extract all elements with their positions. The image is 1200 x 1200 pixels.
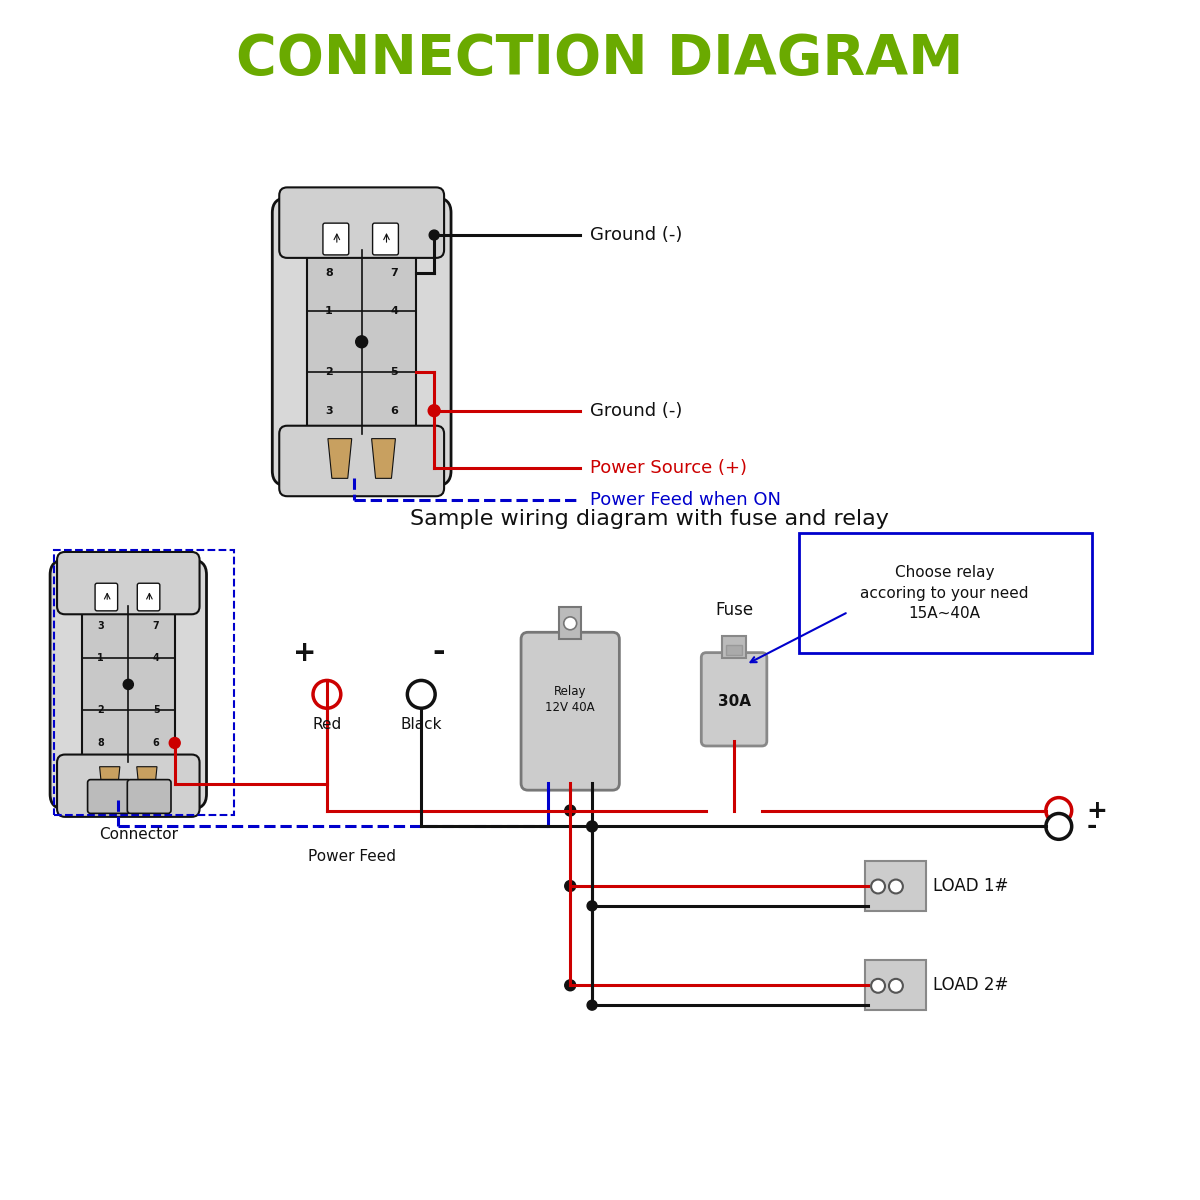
FancyBboxPatch shape — [372, 223, 398, 254]
Text: 1: 1 — [325, 306, 332, 316]
Circle shape — [587, 901, 598, 911]
Text: 30A: 30A — [718, 694, 750, 709]
Circle shape — [871, 979, 886, 992]
Text: 5: 5 — [391, 367, 398, 378]
Text: Ground (-): Ground (-) — [590, 226, 683, 244]
Text: 3: 3 — [325, 406, 332, 415]
Polygon shape — [137, 767, 157, 800]
Text: Connector: Connector — [98, 827, 178, 842]
Text: 6: 6 — [390, 406, 398, 415]
Circle shape — [565, 881, 576, 892]
Text: Fuse: Fuse — [715, 601, 754, 619]
FancyBboxPatch shape — [323, 223, 349, 254]
Text: Choose relay
accoring to your need
15A~40A: Choose relay accoring to your need 15A~4… — [860, 565, 1028, 620]
Text: Black: Black — [401, 716, 442, 732]
Text: CONNECTION DIAGRAM: CONNECTION DIAGRAM — [236, 31, 964, 85]
Polygon shape — [372, 439, 396, 479]
Text: 4: 4 — [152, 653, 160, 664]
Circle shape — [169, 738, 180, 749]
Bar — [54, 550, 234, 815]
Circle shape — [587, 1001, 598, 1010]
FancyBboxPatch shape — [865, 862, 925, 911]
Circle shape — [407, 680, 436, 708]
Circle shape — [355, 336, 367, 348]
Text: -: - — [1086, 815, 1097, 839]
FancyBboxPatch shape — [95, 583, 118, 611]
FancyBboxPatch shape — [58, 755, 199, 817]
Text: -: - — [433, 638, 445, 667]
Bar — [559, 607, 581, 640]
FancyBboxPatch shape — [701, 653, 767, 746]
Text: 4: 4 — [390, 306, 398, 316]
FancyBboxPatch shape — [88, 780, 131, 814]
FancyBboxPatch shape — [272, 198, 451, 486]
Bar — [726, 644, 742, 655]
Circle shape — [1046, 814, 1072, 839]
Text: LOAD 1#: LOAD 1# — [932, 877, 1008, 895]
FancyBboxPatch shape — [521, 632, 619, 790]
Text: Power Feed: Power Feed — [307, 848, 396, 864]
FancyBboxPatch shape — [799, 534, 1092, 653]
Text: LOAD 2#: LOAD 2# — [932, 977, 1008, 995]
Text: 5: 5 — [152, 706, 160, 715]
Circle shape — [889, 979, 902, 992]
Text: +: + — [1086, 798, 1108, 822]
Polygon shape — [328, 439, 352, 479]
Text: 7: 7 — [152, 620, 160, 631]
Text: +: + — [293, 638, 317, 667]
Text: 7: 7 — [390, 268, 398, 278]
Circle shape — [587, 821, 598, 832]
Circle shape — [1046, 798, 1072, 823]
Text: Relay
12V 40A: Relay 12V 40A — [545, 685, 595, 714]
FancyBboxPatch shape — [865, 960, 925, 1010]
Text: 2: 2 — [325, 367, 332, 378]
Text: Red: Red — [312, 716, 342, 732]
Circle shape — [889, 880, 902, 894]
Circle shape — [564, 617, 577, 630]
Text: Power Feed when ON: Power Feed when ON — [590, 491, 781, 509]
Circle shape — [565, 805, 576, 816]
Text: 3: 3 — [97, 620, 104, 631]
FancyBboxPatch shape — [50, 559, 206, 809]
Text: Sample wiring diagram with fuse and relay: Sample wiring diagram with fuse and rela… — [410, 509, 889, 528]
Circle shape — [565, 980, 576, 991]
FancyBboxPatch shape — [127, 780, 170, 814]
Text: 1: 1 — [97, 653, 103, 664]
Circle shape — [430, 230, 439, 240]
Circle shape — [313, 680, 341, 708]
Bar — [722, 636, 746, 658]
Bar — [82, 606, 175, 762]
Text: 6: 6 — [152, 738, 160, 748]
FancyBboxPatch shape — [58, 552, 199, 614]
Text: 8: 8 — [97, 738, 104, 748]
FancyBboxPatch shape — [280, 426, 444, 497]
Circle shape — [428, 404, 440, 416]
FancyBboxPatch shape — [137, 583, 160, 611]
FancyBboxPatch shape — [280, 187, 444, 258]
Polygon shape — [100, 767, 120, 800]
Circle shape — [871, 880, 886, 894]
Circle shape — [124, 679, 133, 690]
Text: Power Source (+): Power Source (+) — [590, 460, 748, 478]
Text: Ground (-): Ground (-) — [590, 402, 683, 420]
Text: 8: 8 — [325, 268, 332, 278]
Bar — [307, 250, 416, 433]
Text: 2: 2 — [97, 706, 104, 715]
